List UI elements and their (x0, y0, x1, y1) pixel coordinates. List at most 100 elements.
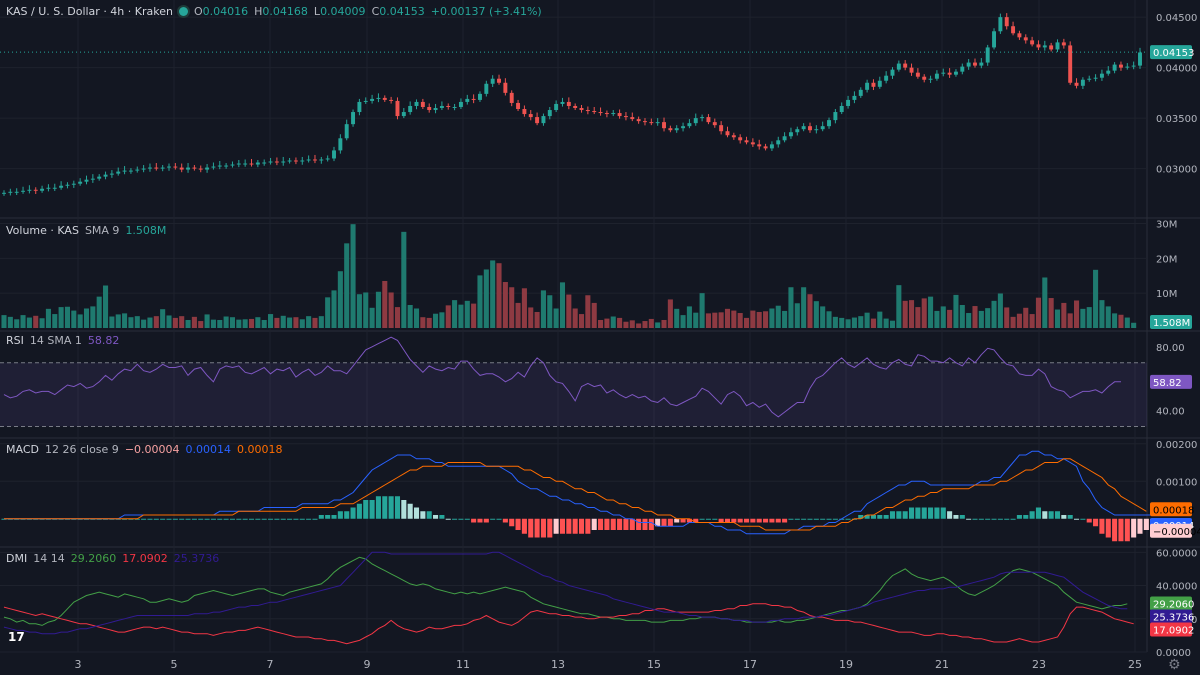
volume-bar (490, 260, 496, 328)
volume-bar (331, 290, 337, 328)
macd-histogram-bar (344, 511, 350, 519)
macd-histogram-bar (160, 518, 166, 520)
candle-body (363, 100, 368, 102)
low-label: L (313, 5, 321, 18)
volume-bar (750, 310, 756, 328)
candle (408, 101, 413, 115)
volume-bar (318, 316, 324, 328)
candle (471, 94, 476, 104)
macd-histogram-bar (325, 515, 331, 519)
candle (535, 112, 540, 126)
candle (484, 80, 489, 97)
candle (236, 159, 241, 168)
macd-histogram-bar (794, 518, 800, 520)
candle-body (338, 138, 343, 151)
volume-bar (1099, 300, 1105, 328)
macd-histogram-bar (261, 518, 267, 520)
candle-body (439, 105, 444, 108)
candle (941, 68, 946, 77)
volume-bar (693, 312, 699, 328)
candle-body (40, 188, 45, 191)
candle-body (681, 126, 686, 129)
macd-histogram-bar (813, 518, 819, 520)
macd-histogram-bar (299, 518, 305, 520)
macd-histogram-bar (356, 503, 362, 519)
volume-bar (33, 315, 39, 328)
macd-histogram-bar (756, 518, 762, 523)
volume-bar (20, 315, 26, 328)
x-tick-label: 17 (743, 658, 757, 671)
candle-body (46, 187, 51, 189)
volume-value: 1.508M (125, 224, 167, 237)
candle (287, 157, 292, 164)
candle (922, 74, 927, 83)
candle-body (592, 111, 597, 113)
volume-bar (1029, 314, 1035, 328)
macd-hist-badge: −0.00004 (1150, 523, 1200, 538)
candle-body (890, 69, 895, 76)
candle-body (128, 170, 133, 172)
macd-histogram-bar (312, 518, 318, 520)
macd-histogram-bar (458, 518, 464, 520)
candle (649, 118, 654, 126)
candle-body (325, 158, 330, 160)
macd-histogram-bar (1016, 515, 1022, 519)
volume-bar (591, 302, 597, 328)
volume-bar (306, 316, 312, 328)
candle-body (998, 17, 1003, 32)
volume-bar (813, 301, 819, 328)
macd-title[interactable]: MACD (6, 443, 39, 456)
macd-hist-badge-bg (1150, 523, 1192, 538)
candle-body (135, 169, 140, 171)
candle-body (604, 113, 609, 115)
candle (293, 157, 298, 165)
tradingview-logo-icon[interactable]: 𝟭𝟳 (8, 630, 25, 644)
macd-histogram-bar (318, 515, 324, 519)
rsi-legend: RSI 14 SMA 1 58.82 (6, 334, 119, 347)
volume-bar (394, 307, 401, 328)
candle (21, 186, 26, 194)
candle (528, 110, 533, 121)
candle (46, 184, 51, 192)
candle-body (1068, 45, 1073, 83)
candle-body (78, 181, 83, 184)
rsi-title[interactable]: RSI (6, 334, 24, 347)
volume-bar (1124, 317, 1130, 328)
volume-bar (483, 269, 489, 328)
volume-bar (109, 316, 115, 328)
candle-body (382, 97, 387, 100)
volume-bar (896, 285, 902, 328)
candle-body (871, 82, 876, 87)
dmi-title[interactable]: DMI (6, 552, 28, 565)
macd-pane (1, 450, 1168, 542)
volume-bar (274, 317, 280, 328)
candle (674, 125, 679, 133)
volume-bar (356, 294, 362, 328)
macd-histogram-bar (248, 518, 255, 520)
candle-body (503, 82, 508, 93)
gear-icon[interactable]: ⚙ (1168, 657, 1181, 673)
candle (198, 165, 203, 173)
candle-body (116, 171, 121, 174)
candle (65, 182, 70, 189)
dmi-legend: DMI 14 14 29.2060 17.0902 25.3736 (6, 552, 219, 565)
macd-histogram-bar (908, 507, 915, 519)
macd-histogram-bar (439, 515, 445, 519)
candle-body (611, 113, 616, 115)
macd-histogram-bar (1137, 518, 1143, 534)
candle-body (655, 122, 660, 124)
symbol-title[interactable]: KAS / U. S. Dollar · 4h · Kraken (6, 5, 173, 18)
macd-signal-badge-bg (1150, 502, 1192, 517)
candle-body (351, 112, 356, 125)
candle (135, 166, 140, 173)
macd-histogram-bar (648, 518, 654, 530)
volume-title[interactable]: Volume · KAS (6, 224, 79, 237)
volume-bar (452, 300, 458, 328)
volume-bar (248, 318, 255, 328)
candle-body (452, 106, 457, 108)
candle-body (814, 129, 819, 131)
volume-bar (103, 285, 109, 328)
macd-histogram-bar (407, 503, 413, 519)
volume-bar (375, 291, 381, 328)
